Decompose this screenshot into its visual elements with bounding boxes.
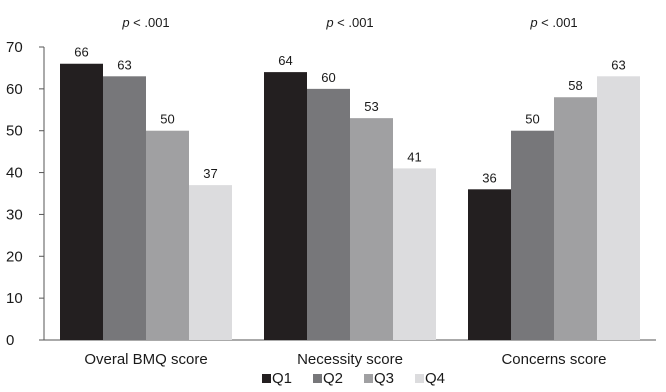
p-value-annotation: p < .001 [529,15,577,30]
data-label: 53 [364,99,378,114]
legend-label-q2: Q2 [323,370,343,387]
y-tick-label: 70 [6,39,23,56]
legend-swatch-q4 [415,374,424,383]
p-value-annotation: p < .001 [325,15,373,30]
category-labels: Overal BMQ score Necessity score Concerns … [84,351,606,368]
category-label: Overal BMQ score [84,351,207,368]
bar-q1 [264,72,307,340]
data-label: 41 [407,149,421,164]
y-tick-label: 60 [6,81,23,98]
y-tick-label: 20 [6,248,23,265]
y-tick-label: 30 [6,206,23,223]
bar-q4 [597,76,640,341]
legend-swatch-q1 [262,374,271,383]
bar-q2 [511,130,554,340]
bar-q3 [146,130,189,340]
legend-swatch-q3 [364,374,373,383]
legend: Q1 Q2 Q3 Q4 [262,370,445,387]
data-label: 64 [278,53,292,68]
data-label: 50 [160,112,174,127]
data-label: 37 [203,166,217,181]
legend-label-q1: Q1 [272,370,292,387]
legend-label-q4: Q4 [425,370,445,387]
bar-q2 [103,76,146,341]
y-tick-label: 50 [6,123,23,140]
bar-q4 [189,185,232,340]
bar-q3 [554,97,597,340]
bars [60,63,640,341]
y-axis-ticks: 0 10 20 30 40 50 60 70 [6,39,44,349]
y-tick-label: 40 [6,165,23,182]
bar-q3 [350,118,393,341]
data-label: 63 [117,57,131,72]
bar-q2 [307,88,350,340]
p-value-annotation: p < .001 [121,15,169,30]
category-label: Concerns score [501,351,606,368]
category-label: Necessity score [297,351,403,368]
p-value-annotations: p < .001 p < .001 p < .001 [121,15,577,30]
data-label: 60 [321,70,335,85]
bar-q4 [393,168,436,340]
data-labels: 66 63 50 37 64 60 53 41 36 50 58 63 [74,45,625,186]
data-label: 58 [568,78,582,93]
bar-q1 [60,63,103,340]
legend-swatch-q2 [313,374,322,383]
y-tick-label: 0 [6,332,14,349]
legend-label-q3: Q3 [374,370,394,387]
data-label: 36 [482,170,496,185]
y-tick-label: 10 [6,290,23,307]
data-label: 66 [74,45,88,60]
data-label: 63 [611,57,625,72]
bar-q1 [468,189,511,340]
data-label: 50 [525,112,539,127]
